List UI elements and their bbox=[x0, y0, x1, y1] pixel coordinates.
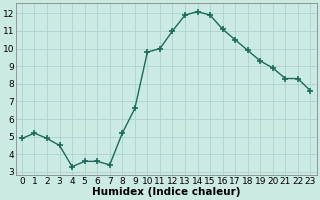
X-axis label: Humidex (Indice chaleur): Humidex (Indice chaleur) bbox=[92, 187, 240, 197]
